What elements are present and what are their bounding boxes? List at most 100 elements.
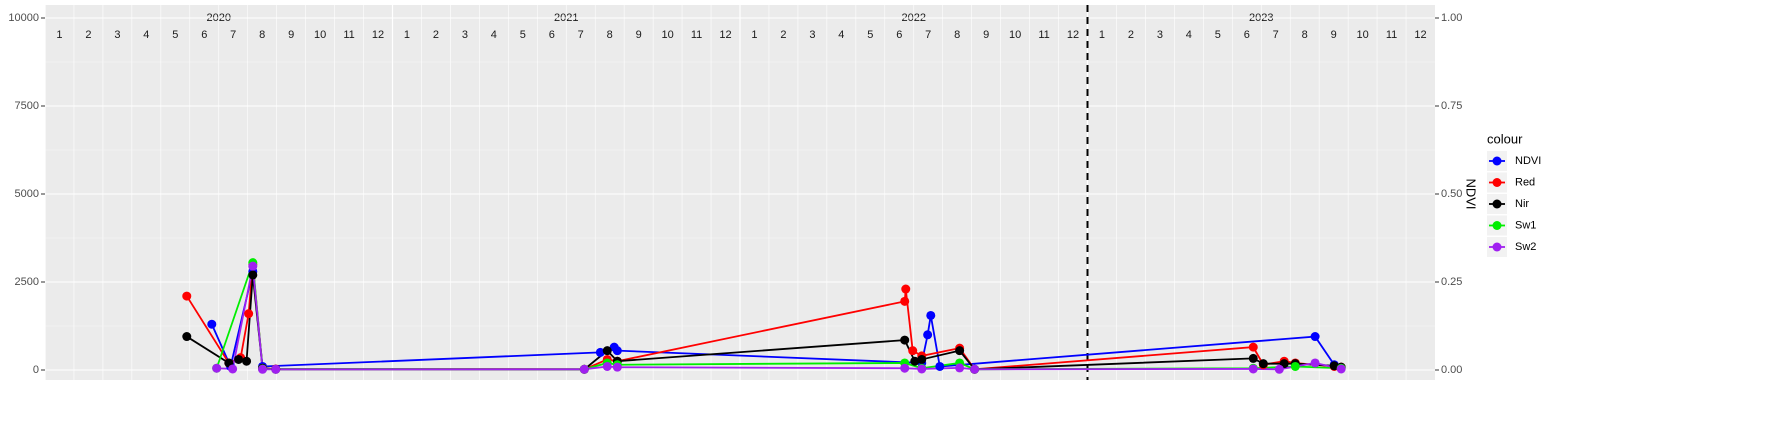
- month-label: 8: [607, 29, 613, 41]
- point: [271, 364, 281, 374]
- point: [1290, 361, 1300, 371]
- legend-label: Red: [1515, 176, 1535, 188]
- y-tick-label: 10000: [8, 12, 39, 24]
- month-label: 12: [1414, 29, 1426, 41]
- month-label: 4: [1186, 29, 1192, 41]
- point: [182, 291, 192, 301]
- month-label: 1: [404, 29, 410, 41]
- point: [935, 361, 945, 371]
- y-tick-label: 2500: [15, 276, 39, 288]
- point: [1336, 364, 1346, 374]
- month-label: 6: [201, 29, 207, 41]
- point: [900, 335, 910, 345]
- point: [1310, 332, 1320, 342]
- point: [258, 364, 268, 374]
- month-label: 1: [1099, 29, 1105, 41]
- point: [1258, 359, 1268, 369]
- month-label: 5: [1215, 29, 1221, 41]
- month-label: 11: [1038, 29, 1049, 41]
- y2-tick-label: 0.75: [1441, 100, 1462, 112]
- point: [900, 296, 910, 306]
- point: [917, 354, 927, 364]
- legend-point: [1492, 199, 1502, 209]
- point: [955, 346, 965, 356]
- point: [228, 364, 238, 374]
- month-label: 8: [259, 29, 265, 41]
- point: [1274, 364, 1284, 374]
- month-label: 4: [491, 29, 497, 41]
- month-label: 9: [1331, 29, 1337, 41]
- month-label: 8: [1302, 29, 1308, 41]
- point: [182, 332, 192, 342]
- point: [926, 310, 936, 320]
- point: [923, 330, 933, 340]
- month-label: 3: [462, 29, 468, 41]
- month-label: 10: [661, 29, 673, 41]
- legend-label: Sw1: [1515, 219, 1536, 231]
- month-label: 5: [172, 29, 178, 41]
- month-label: 4: [143, 29, 149, 41]
- month-label: 7: [925, 29, 931, 41]
- y2-tick-label: 0.00: [1441, 364, 1462, 376]
- point: [244, 309, 254, 319]
- legend-point: [1492, 242, 1502, 252]
- month-label: 12: [719, 29, 731, 41]
- point: [955, 363, 965, 373]
- point: [602, 346, 612, 356]
- month-label: 2: [433, 29, 439, 41]
- point: [212, 363, 222, 373]
- y-tick-label: 5000: [15, 188, 39, 200]
- point: [1248, 364, 1258, 374]
- point: [248, 270, 258, 280]
- month-label: 8: [954, 29, 960, 41]
- point: [612, 362, 622, 372]
- series-line: [216, 265, 1342, 371]
- month-label: 7: [1273, 29, 1279, 41]
- month-label: 10: [1009, 29, 1021, 41]
- month-label: 2: [1128, 29, 1134, 41]
- month-label: 7: [230, 29, 236, 41]
- month-label: 6: [549, 29, 555, 41]
- month-label: 12: [372, 29, 384, 41]
- point: [248, 261, 258, 271]
- point: [579, 364, 589, 374]
- month-label: 9: [983, 29, 989, 41]
- y2-axis-title: NDVI: [1464, 178, 1479, 209]
- month-label: 1: [56, 29, 62, 41]
- month-label: 9: [636, 29, 642, 41]
- y-tick-label: 7500: [15, 100, 39, 112]
- month-label: 10: [314, 29, 326, 41]
- month-label: 2: [780, 29, 786, 41]
- month-label: 3: [1157, 29, 1163, 41]
- point: [207, 319, 217, 329]
- month-label: 5: [520, 29, 526, 41]
- month-label: 7: [578, 29, 584, 41]
- point: [242, 356, 252, 366]
- point: [1329, 361, 1339, 371]
- month-label: 9: [288, 29, 294, 41]
- point: [970, 364, 980, 374]
- point: [1310, 358, 1320, 368]
- legend-label: Sw2: [1515, 241, 1536, 253]
- month-label: 3: [114, 29, 120, 41]
- point: [900, 363, 910, 373]
- month-label: 3: [809, 29, 815, 41]
- legend-title: colour: [1487, 131, 1523, 146]
- legend-point: [1492, 178, 1502, 187]
- legend-label: Nir: [1515, 198, 1529, 210]
- point: [1248, 342, 1258, 352]
- point: [908, 346, 918, 356]
- month-label: 6: [896, 29, 902, 41]
- month-label: 11: [343, 29, 354, 41]
- legend-label: NDVI: [1515, 155, 1541, 167]
- month-label: 12: [1067, 29, 1079, 41]
- point: [1248, 353, 1258, 363]
- point: [901, 284, 911, 294]
- month-label: 11: [1386, 29, 1397, 41]
- point: [595, 347, 605, 357]
- y-tick-label: 0: [33, 364, 39, 376]
- point: [910, 356, 920, 366]
- point: [234, 354, 244, 364]
- month-label: 6: [1244, 29, 1250, 41]
